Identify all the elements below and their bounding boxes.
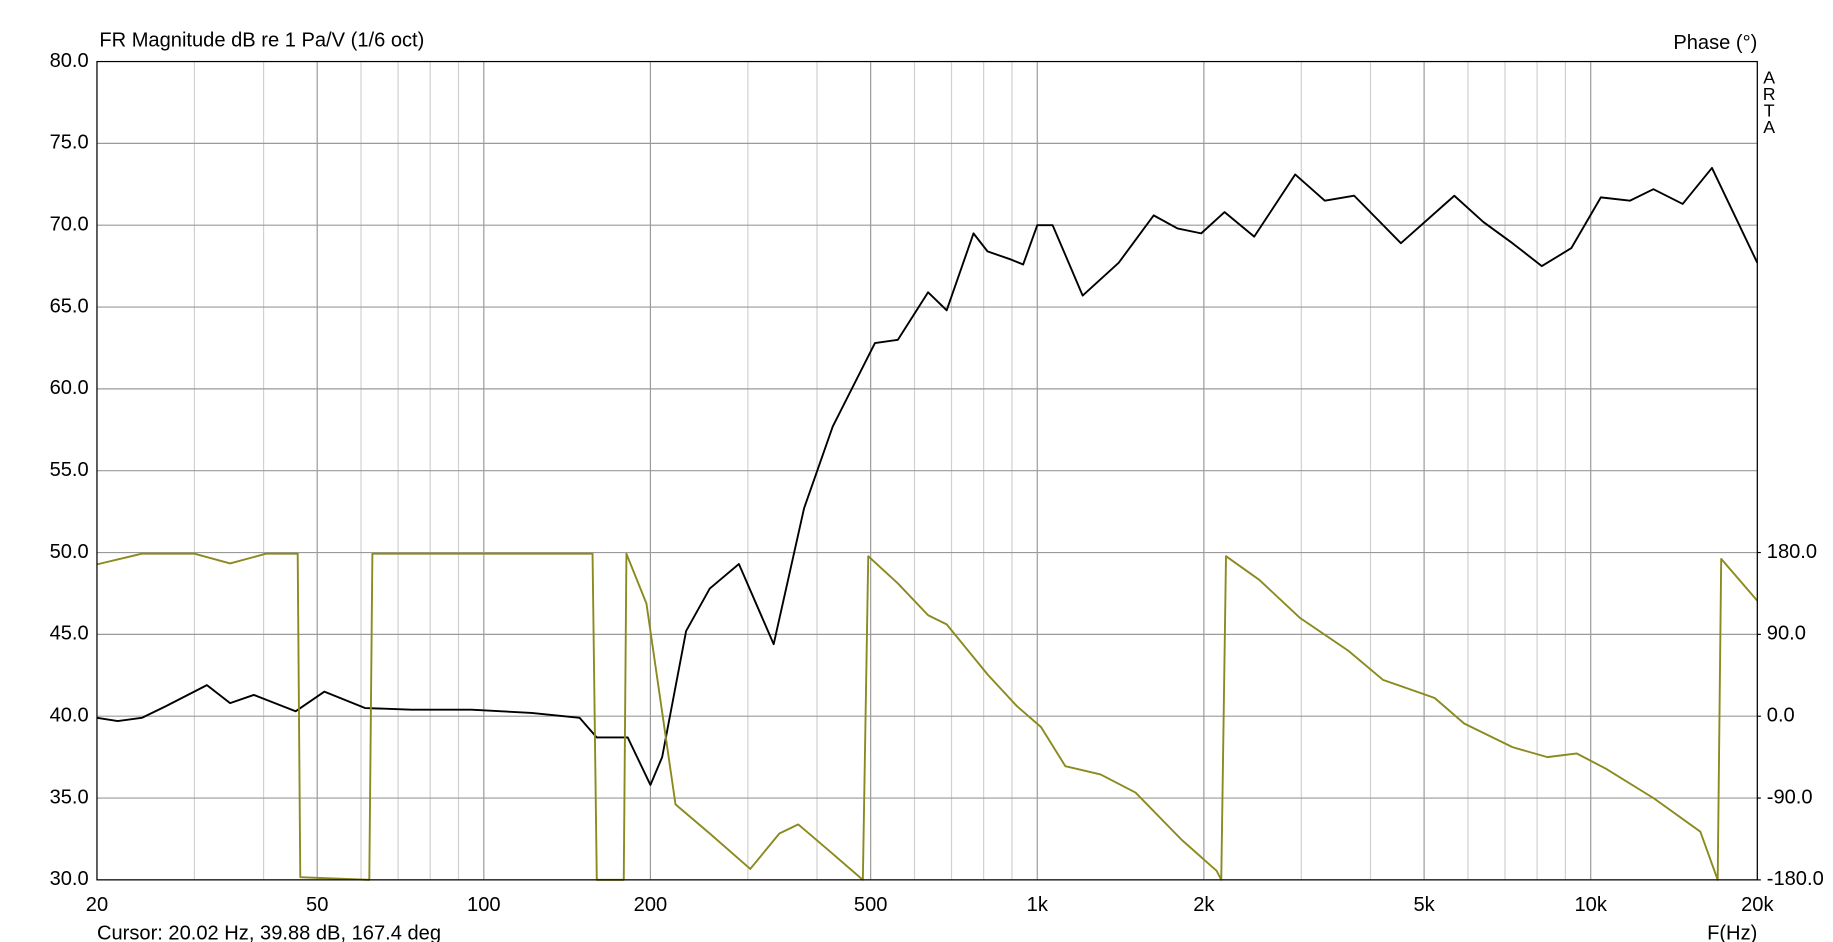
y2-tick-label: 90.0 (1767, 623, 1806, 645)
chart-title: FR Magnitude dB re 1 Pa/V (1/6 oct) (99, 30, 424, 52)
x-tick-label: 500 (854, 894, 888, 916)
x-tick-label: 10k (1575, 894, 1608, 916)
y-tick-label: 40.0 (50, 705, 89, 727)
y-tick-label: 50.0 (50, 541, 89, 563)
y-tick-label: 70.0 (50, 214, 89, 236)
watermark: ARTA (1759, 67, 1779, 133)
y2-tick-label: 180.0 (1767, 541, 1817, 563)
x-tick-label: 100 (467, 894, 501, 916)
x-tick-label: 20 (86, 894, 108, 916)
y2-tick-label: 0.0 (1767, 705, 1795, 727)
cursor-readout: Cursor: 20.02 Hz, 39.88 dB, 167.4 deg (97, 923, 441, 942)
grid (96, 60, 1758, 881)
y-tick-label: 60.0 (50, 377, 89, 399)
y2-tick-label: -90.0 (1767, 786, 1813, 808)
x-tick-label: 200 (634, 894, 668, 916)
x-tick-label: 1k (1027, 894, 1049, 916)
series-line (96, 552, 1759, 881)
y-tick-label: 80.0 (50, 50, 89, 72)
series-line (96, 166, 1759, 786)
y-tick-label: 35.0 (50, 786, 89, 808)
y-tick-label: 65.0 (50, 295, 89, 317)
x-tick-label: 2k (1193, 894, 1215, 916)
x-tick-label: 50 (306, 894, 328, 916)
y-tick-label: 30.0 (50, 868, 89, 890)
x-axis-label: F(Hz) (1707, 923, 1757, 942)
y2-axis-label: Phase (°) (1673, 32, 1757, 54)
plot-frame (96, 60, 1758, 881)
x-tick-label: 20k (1741, 894, 1774, 916)
y2-tick-label: -180.0 (1767, 868, 1824, 890)
y-tick-label: 75.0 (50, 132, 89, 154)
y-tick-label: 45.0 (50, 623, 89, 645)
y-tick-label: 55.0 (50, 459, 89, 481)
x-tick-label: 5k (1413, 894, 1435, 916)
plot-lines (96, 166, 1759, 881)
